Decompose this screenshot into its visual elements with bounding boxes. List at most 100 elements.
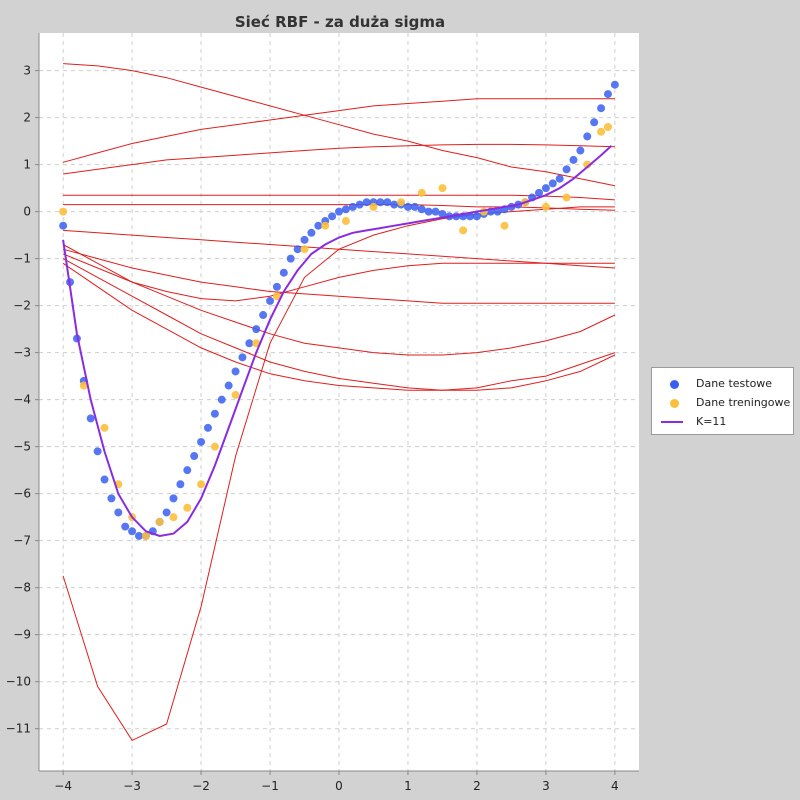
basis-curve: [62, 253, 615, 302]
fit-line-path: [62, 145, 613, 538]
train-point: [155, 517, 164, 526]
train-point: [59, 207, 68, 216]
legend-test-marker: [670, 380, 679, 389]
test-point: [93, 447, 102, 456]
test-point: [293, 245, 302, 254]
test-point: [162, 508, 171, 517]
y-tick-label: −8: [13, 581, 31, 595]
test-point: [548, 179, 557, 188]
test-point: [410, 202, 419, 211]
chart-title: Sieć RBF - za duża sigma: [235, 13, 445, 31]
test-point: [224, 381, 233, 390]
legend: Dane testowe Dane treningowe K=11: [651, 367, 794, 435]
train-point: [541, 202, 550, 211]
test-point: [300, 235, 309, 244]
test-point: [252, 325, 261, 334]
basis-curve: [62, 248, 615, 304]
test-point: [100, 475, 109, 484]
test-point: [238, 353, 247, 362]
x-tick-label: −1: [261, 779, 279, 793]
test-point: [583, 132, 592, 141]
test-point: [286, 254, 295, 263]
y-tick-label: −2: [13, 299, 31, 313]
legend-line-label: K=11: [696, 415, 727, 428]
train-point: [562, 193, 571, 202]
x-tick-label: −4: [54, 779, 72, 793]
legend-test-label: Dane testowe: [696, 377, 773, 390]
test-point: [417, 205, 426, 214]
train-point: [169, 513, 178, 522]
test-point: [569, 155, 578, 164]
train-point: [603, 123, 612, 132]
train-point: [321, 221, 330, 230]
test-point: [603, 90, 612, 99]
basis-curves: [62, 63, 616, 742]
test-point: [355, 200, 364, 209]
test-point: [135, 531, 143, 540]
train-point: [459, 226, 468, 235]
test-point: [121, 522, 130, 531]
test-point: [562, 165, 571, 174]
test-point: [86, 414, 95, 423]
test-point: [438, 209, 447, 218]
train-point: [300, 245, 309, 254]
test-point: [555, 174, 564, 183]
test-point: [424, 207, 433, 216]
test-point: [114, 508, 123, 517]
train-point: [369, 202, 378, 211]
train-point: [210, 442, 219, 451]
test-point: [128, 527, 137, 536]
test-point: [259, 311, 268, 320]
fit-line: [62, 145, 613, 538]
test-point: [328, 212, 337, 221]
test-point: [245, 339, 254, 348]
test-point: [362, 198, 371, 207]
legend-train-marker: [670, 399, 679, 408]
y-tick-label: −3: [13, 346, 31, 360]
legend-train-label: Dane treningowe: [696, 396, 791, 409]
train-point: [500, 221, 509, 230]
test-point: [169, 494, 178, 503]
test-point: [231, 367, 240, 376]
train-point: [417, 188, 426, 197]
y-tick-label: −9: [13, 628, 31, 642]
test-point: [472, 212, 481, 221]
test-point: [266, 296, 275, 305]
train-point: [597, 127, 606, 136]
ticks: −4 −3 −2 −1 0 1 2 3 43210−1−2−3−4−5−6−7−8−9−10−1…: [6, 64, 619, 793]
test-point: [279, 268, 288, 277]
test-point: [541, 184, 550, 193]
basis-curve: [62, 98, 615, 163]
train-point: [272, 292, 281, 301]
train-point: [397, 198, 406, 207]
test-point: [217, 395, 226, 404]
legend-line-marker: [661, 421, 683, 423]
basis-curve: [62, 258, 616, 391]
test-point: [590, 118, 599, 127]
train-point: [231, 390, 240, 399]
train-point: [197, 480, 206, 489]
test-point: [597, 104, 606, 113]
legend-item-test: Dane testowe: [652, 376, 793, 392]
test-point: [610, 80, 619, 89]
x-tick-label: 2: [473, 779, 481, 793]
basis-curve: [63, 204, 615, 211]
test-point: [335, 207, 343, 216]
y-tick-label: 2: [23, 111, 31, 125]
basis-curve: [62, 244, 616, 356]
test-point: [307, 228, 316, 237]
legend-item-line: K=11: [652, 414, 793, 430]
y-tick-label: −4: [13, 393, 31, 407]
test-point: [390, 200, 399, 209]
train-point: [141, 531, 150, 540]
y-tick-label: −10: [6, 675, 31, 689]
train-point: [100, 423, 109, 432]
test-point: [59, 221, 68, 230]
train-point: [341, 217, 350, 226]
test-point: [403, 202, 412, 211]
test-point: [183, 466, 192, 475]
y-tick-label: −1: [13, 252, 31, 266]
test-point: [314, 221, 323, 230]
x-tick-label: −2: [192, 779, 210, 793]
